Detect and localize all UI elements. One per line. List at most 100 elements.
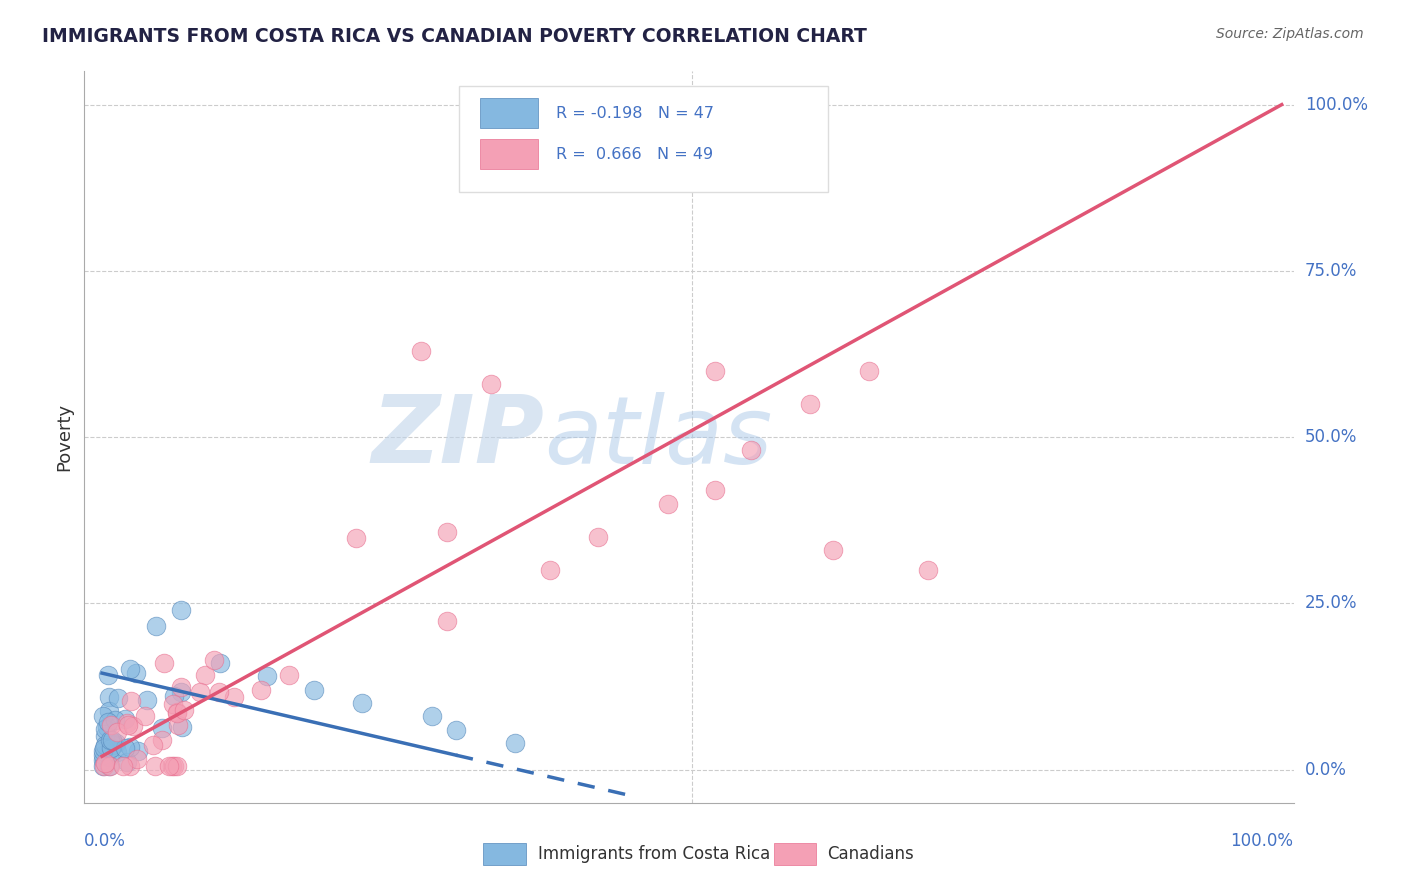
Point	[117, 718, 139, 732]
Point	[145, 619, 167, 633]
Point	[162, 759, 184, 773]
Point	[704, 483, 727, 498]
Point	[96, 744, 118, 758]
Text: 0.0%: 0.0%	[1305, 761, 1347, 779]
Point	[93, 759, 115, 773]
Point	[98, 758, 121, 772]
Point	[166, 759, 188, 773]
Point	[97, 668, 120, 682]
Point	[107, 691, 129, 706]
Point	[150, 721, 173, 735]
Point	[107, 745, 129, 759]
Point	[657, 497, 679, 511]
Point	[105, 736, 128, 750]
Point	[142, 739, 165, 753]
Point	[586, 530, 609, 544]
Point	[100, 718, 122, 732]
Text: R =  0.666   N = 49: R = 0.666 N = 49	[555, 146, 713, 161]
Point	[105, 724, 128, 739]
Point	[278, 668, 301, 682]
Text: 25.0%: 25.0%	[1305, 594, 1357, 612]
Text: atlas: atlas	[544, 392, 772, 483]
Point	[153, 657, 176, 671]
Point	[208, 656, 231, 670]
Point	[163, 689, 186, 703]
Point	[350, 696, 373, 710]
Point	[103, 737, 125, 751]
Point	[120, 740, 142, 755]
Point	[823, 543, 845, 558]
Point	[344, 531, 367, 545]
FancyBboxPatch shape	[484, 843, 526, 865]
Point	[97, 704, 120, 718]
Point	[409, 343, 432, 358]
Point	[125, 752, 148, 766]
Point	[858, 363, 880, 377]
Point	[170, 680, 193, 694]
Point	[117, 716, 139, 731]
Point	[444, 723, 467, 737]
Point	[740, 443, 762, 458]
Point	[208, 685, 231, 699]
Point	[190, 684, 212, 698]
Point	[202, 653, 225, 667]
Point	[172, 720, 194, 734]
Point	[134, 708, 156, 723]
FancyBboxPatch shape	[479, 98, 538, 128]
Point	[143, 758, 166, 772]
Point	[111, 759, 134, 773]
Point	[114, 712, 136, 726]
Point	[166, 706, 188, 720]
Point	[167, 718, 190, 732]
Point	[170, 685, 193, 699]
FancyBboxPatch shape	[460, 86, 828, 192]
Point	[304, 682, 326, 697]
Text: ZIP: ZIP	[371, 391, 544, 483]
Point	[96, 720, 118, 734]
Point	[436, 614, 458, 628]
Text: 100.0%: 100.0%	[1230, 832, 1294, 850]
Point	[91, 747, 114, 762]
Point	[93, 723, 115, 737]
Point	[256, 669, 278, 683]
Point	[917, 563, 939, 577]
Text: Canadians: Canadians	[827, 845, 914, 863]
Point	[100, 740, 122, 755]
FancyBboxPatch shape	[479, 139, 538, 169]
Point	[98, 690, 121, 704]
Point	[120, 662, 142, 676]
Point	[162, 759, 184, 773]
Point	[91, 708, 114, 723]
Text: R = -0.198   N = 47: R = -0.198 N = 47	[555, 105, 714, 120]
Point	[93, 759, 115, 773]
Point	[101, 739, 124, 753]
Point	[170, 603, 193, 617]
Text: Immigrants from Costa Rica: Immigrants from Costa Rica	[538, 845, 770, 863]
Point	[162, 697, 184, 711]
Point	[98, 733, 121, 747]
Y-axis label: Poverty: Poverty	[55, 403, 73, 471]
Point	[127, 744, 149, 758]
Text: Source: ZipAtlas.com: Source: ZipAtlas.com	[1216, 27, 1364, 41]
Point	[93, 741, 115, 756]
Point	[166, 705, 188, 719]
Text: IMMIGRANTS FROM COSTA RICA VS CANADIAN POVERTY CORRELATION CHART: IMMIGRANTS FROM COSTA RICA VS CANADIAN P…	[42, 27, 868, 45]
Point	[704, 363, 727, 377]
Point	[249, 683, 271, 698]
Point	[125, 665, 148, 680]
Point	[120, 759, 142, 773]
Point	[194, 668, 217, 682]
Point	[117, 755, 139, 769]
Point	[91, 753, 114, 767]
Point	[136, 692, 159, 706]
Point	[422, 709, 444, 723]
Point	[150, 732, 173, 747]
Point	[94, 729, 117, 743]
Point	[101, 732, 124, 747]
Text: 0.0%: 0.0%	[84, 832, 127, 850]
Point	[224, 690, 246, 705]
Point	[94, 756, 117, 771]
Point	[94, 738, 117, 752]
Point	[799, 397, 821, 411]
Point	[98, 759, 121, 773]
